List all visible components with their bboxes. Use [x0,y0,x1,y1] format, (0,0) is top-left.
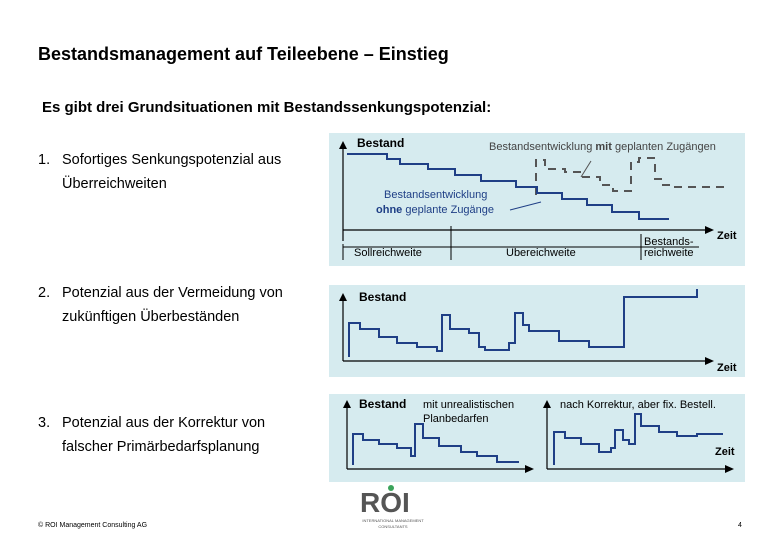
y-axis-label: Bestand [359,397,406,411]
x-axis-arrow [705,357,714,365]
y-axis-label: Bestand [357,136,404,150]
annotation-with-receipts: Bestandsentwicklung mit geplanten Zugäng… [489,141,716,153]
diagram-panel-1: Bestand Zeit Bestandsentwicklung mit gep… [329,133,745,266]
list-item-number: 3. [38,415,51,431]
logo-subline-2: CONSULTANTS [378,524,408,529]
diagram-1-svg: Bestand Zeit Bestandsentwicklung mit gep… [339,136,737,260]
y-axis-arrow [339,141,347,149]
segment-label-bestandsreichweite-line2: reichweite [644,247,694,259]
segment-label-sollreichweite: Sollreichweite [354,247,422,259]
logo-wordmark: ROI [360,487,410,518]
logo-subline-1: INTERNATIONAL MANAGEMENT [362,518,424,523]
list-item-2: 2. Potenzial aus der Vermeidung von zukü… [38,281,328,331]
diagram-2-svg: Bestand Zeit [339,289,737,374]
left-caption-line1: mit unrealistischen [423,399,514,411]
diagram-panel-2: Bestand Zeit [329,285,745,377]
left-y-axis-arrow [343,400,351,408]
y-axis-arrow [339,293,347,301]
annotation-without-receipts-line1: Bestandsentwicklung [384,189,487,201]
list-item-1: 1. Sofortiges Senkungspotenzial aus Über… [38,148,328,198]
right-x-axis-arrow [725,465,734,473]
left-stock-line [352,423,519,465]
list-item-number: 2. [38,285,51,301]
list-item-text-line2: falscher Primärbedarfsplanung [62,439,260,455]
page-subtitle: Es gibt drei Grundsituationen mit Bestan… [42,99,492,116]
list-item-text-line1: Potenzial aus der Vermeidung von [62,285,283,301]
diagram-panel-3: Bestand mit unrealistischen Planbedarfen… [329,394,745,482]
page-number: 4 [738,522,742,529]
segment-label-bestandsreichweite-line1: Bestands- [644,236,694,248]
diagram-3-svg: Bestand mit unrealistischen Planbedarfen… [343,397,735,473]
left-caption-line2: Planbedarfen [423,413,488,425]
stock-line-without-receipts [347,153,669,220]
x-axis-label: Zeit [715,446,735,458]
logo-dot-icon [388,485,394,491]
footer-copyright: © ROI Management Consulting AG [38,522,148,529]
x-axis-label: Zeit [717,230,737,242]
list-item-text-line2: zukünftigen Überbeständen [62,309,240,325]
page-title: Bestandsmanagement auf Teileebene – Eins… [38,44,449,64]
annotation-pointer-with [580,160,592,178]
roi-logo: ROI INTERNATIONAL MANAGEMENT CONSULTANTS [354,484,432,536]
annotation-without-receipts-line2: ohne geplante Zugänge [376,204,494,216]
right-stock-line [553,413,723,465]
roi-logo-svg: ROI INTERNATIONAL MANAGEMENT CONSULTANTS [360,485,424,529]
x-axis-label: Zeit [717,362,737,374]
segment-label-uebereichweite: Übereichweite [506,247,576,259]
left-x-axis-arrow [525,465,534,473]
y-axis-label: Bestand [359,290,406,304]
list-item-number: 1. [38,152,51,168]
list-item-3: 3. Potenzial aus der Korrektur von falsc… [38,411,328,461]
list-item-text-line1: Potenzial aus der Korrektur von [62,415,266,431]
x-axis-arrow [705,226,714,234]
right-caption: nach Korrektur, aber fix. Bestell. [560,399,716,411]
stock-line [348,289,698,357]
planned-stock-dashed-line [535,157,729,195]
right-y-axis-arrow [543,400,551,408]
list-item-text-line2: Überreichweiten [62,176,167,192]
list-item-text-line1: Sofortiges Senkungspotenzial aus [62,152,282,168]
annotation-pointer-without [509,201,542,211]
